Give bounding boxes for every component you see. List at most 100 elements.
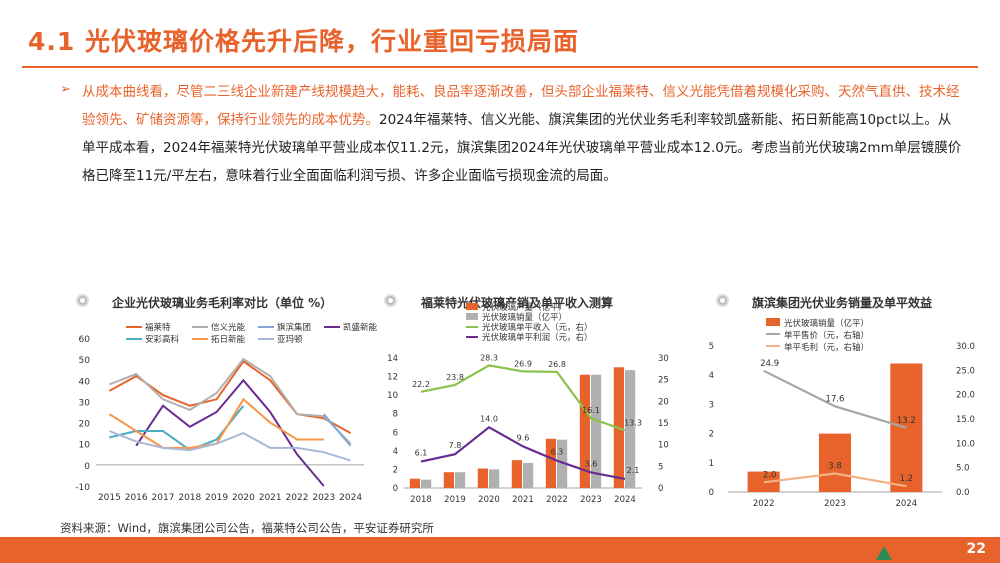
legend-label: 安彩高科 [145,334,180,345]
data-label: 17.6 [826,394,845,404]
y-left-tick-label: 5 [709,342,714,352]
bullet-arrow-icon: ➢ [60,82,71,97]
x-tick-label: 2022 [753,499,775,509]
y-right-tick-label: 0 [658,484,663,494]
series-line-2 [323,413,352,447]
x-tick-label: 2024 [896,499,918,509]
data-label: 14.0 [480,414,498,423]
legend-label: 信义光能 [211,322,246,333]
legend-label: 光伏玻璃销量（亿平） [482,312,567,323]
legend-label: 光伏玻璃单平收入（元，右） [482,322,593,333]
y-tick-label: 0 [84,462,90,472]
footer-bar [0,537,1000,563]
y-right-tick-label: 30.0 [956,342,975,352]
legend-swatch [466,313,478,320]
x-tick-label: 2021 [259,493,282,503]
legend-label: 单平售价（元，右轴） [784,330,869,341]
x-tick-label: 2023 [824,499,846,509]
x-tick-label: 2018 [410,495,432,505]
y-left-tick-label: 10 [387,391,398,401]
legend-label: 福莱特 [145,322,171,333]
x-tick-label: 2021 [512,495,534,505]
legend-label: 单平毛利（元，右轴） [784,342,869,353]
data-label: 23.8 [446,373,464,382]
bar-光伏玻璃销量（亿平） [421,479,432,488]
chart1-title: 企业光伏玻璃业务毛利率对比（单位 %） [112,296,333,310]
y-left-tick-label: 3 [709,400,714,410]
y-left-tick-label: 4 [709,371,714,381]
legend-label: 光伏玻璃销量（亿平） [784,318,869,329]
bar-光伏玻璃销量（亿平） [818,433,852,492]
x-tick-label: 2023 [580,495,602,505]
y-right-tick-label: 20 [658,397,669,407]
x-tick-label: 2016 [125,493,148,503]
bar-光伏玻璃销量（亿平） [890,363,923,492]
data-label: 1.2 [900,474,914,484]
bar-光伏玻璃产量（亿平） [409,478,420,488]
y-left-tick-label: 2 [393,465,398,475]
x-tick-label: 2020 [232,493,255,503]
page-number: 22 [966,541,986,557]
y-right-tick-label: 5 [658,462,663,472]
y-left-tick-label: 14 [387,354,398,364]
y-left-tick-label: 4 [393,447,398,457]
y-tick-label: 60 [79,335,91,345]
series-line-0 [763,369,907,429]
y-right-tick-label: 25 [658,376,669,386]
y-left-tick-label: 0 [709,488,714,498]
page-title: 4.1 光伏玻璃价格先升后降，行业重回亏损局面 [28,27,579,56]
x-tick-label: 2017 [152,493,175,503]
bar-光伏玻璃销量（亿平） [591,374,602,488]
legend-label: 凯盛新能 [343,322,378,333]
legend-label: 拓日新能 [211,334,246,345]
data-label: 16.1 [582,406,600,415]
y-tick-label: 50 [79,356,91,366]
chart-marker-icon [716,294,729,307]
x-tick-label: 2019 [444,495,466,505]
data-label: 3.6 [585,459,598,468]
x-tick-label: 2022 [546,495,568,505]
data-label: 26.8 [548,360,566,369]
paragraph-text: 2024年福莱特、信义光能、旗滨集团的光伏业务毛利率较凯盛新能、拓日新能高10p… [82,112,962,184]
data-label: 24.9 [760,359,779,369]
legend-swatch [766,318,780,326]
x-tick-label: 2020 [478,495,500,505]
y-left-tick-label: 6 [393,428,398,438]
series-line-1 [109,357,352,445]
series-line-1 [420,425,626,480]
series-line-6 [109,430,351,462]
x-tick-label: 2024 [339,493,362,503]
y-left-tick-label: 12 [387,373,398,383]
y-right-tick-label: 20.0 [956,391,975,401]
chart3-title: 旗滨集团光伏业务销量及单平效益 [752,296,933,310]
y-right-tick-label: 10.0 [956,439,975,449]
y-tick-label: 20 [79,420,91,430]
data-label: 2.1 [627,466,640,475]
y-left-tick-label: 1 [709,459,714,469]
x-tick-label: 2023 [312,493,335,503]
y-tick-label: 10 [79,441,91,451]
bar-光伏玻璃产量（亿平） [477,468,488,488]
series-line-4 [109,405,245,452]
y-right-tick-label: 15 [658,419,669,429]
data-label: 9.6 [517,433,530,442]
chart-marker-icon [76,294,89,307]
y-tick-label: -10 [75,483,90,493]
legend-label: 光伏玻璃单平利润（元，右） [482,332,593,343]
source-note: 资料来源：Wind，旗滨集团公司公告，福莱特公司公告，平安证券研究所 [60,521,434,535]
bar-光伏玻璃销量（亿平） [557,439,568,488]
x-tick-label: 2015 [98,493,121,503]
chart2-flat-sales: 0 2 4 6 8 10 12 14 0 5 10 15 20 25 30 2018 2019 2020 2021 2… [387,302,669,505]
title-divider [22,66,978,68]
chart3-qibin-sales: 0 1 2 3 4 5 0.0 5.0 10.0 15.0 20.0 25.0 30.0 2022 2023… [709,318,975,509]
legend-label: 光伏玻璃产量（亿平） [482,302,567,313]
data-label: 6.3 [551,448,564,457]
bar-光伏玻璃产量（亿平） [545,438,556,488]
bar-光伏玻璃产量（亿平） [579,374,590,488]
legend-label: 亚玛顿 [277,334,303,345]
bar-光伏玻璃销量（亿平） [625,370,636,488]
legend-swatch [466,303,478,310]
bar-光伏玻璃销量（亿平） [489,469,500,488]
chart1-margin-comparison: -10 0 10 20 30 40 50 60 2015 2016 2017 2018 2019 2020… [75,322,378,503]
y-tick-label: 40 [79,377,91,387]
